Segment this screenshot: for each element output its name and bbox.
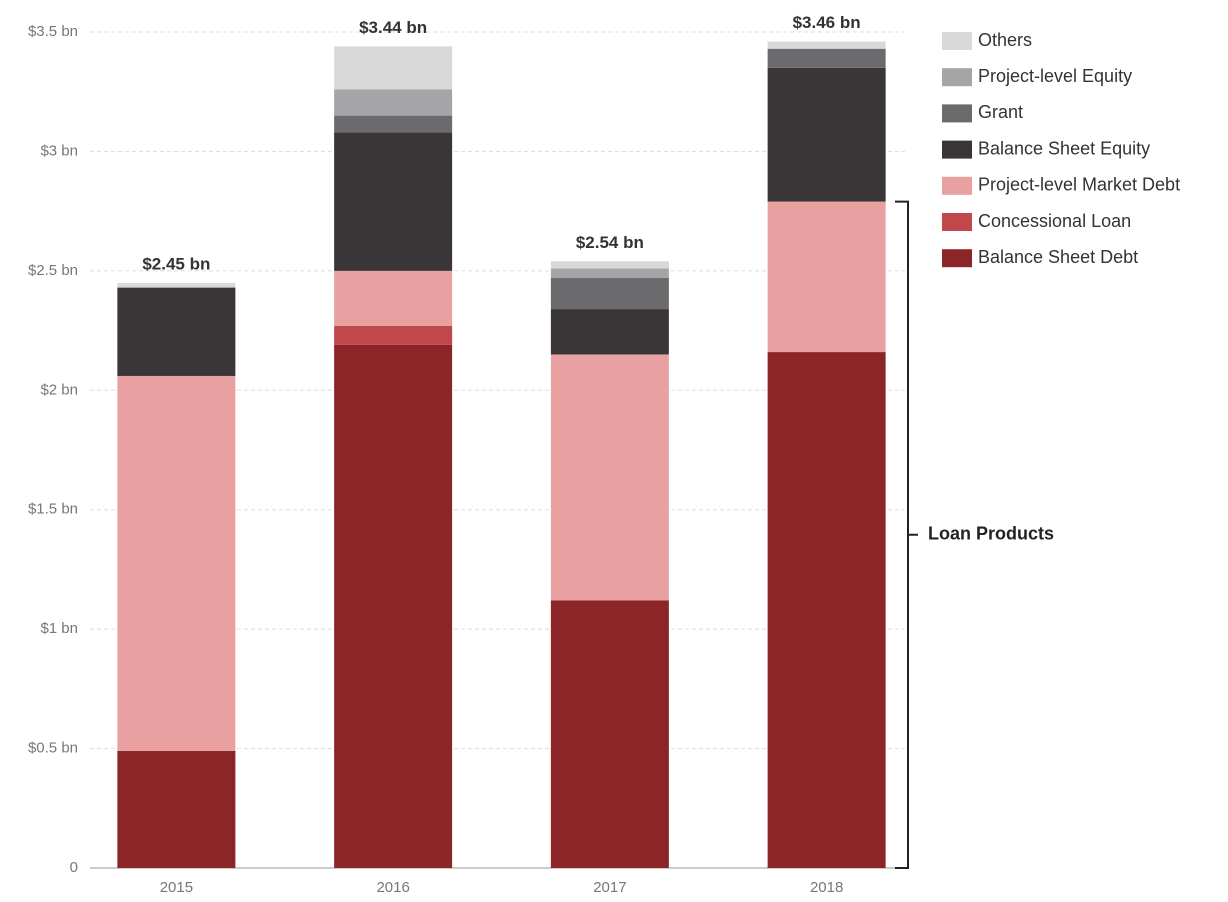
bar-segment (550, 309, 669, 355)
legend-label: Concessional Loan (978, 211, 1131, 231)
legend-label: Project-level Market Debt (978, 175, 1180, 195)
total-label: $3.46 bn (793, 13, 861, 32)
bar-segment (767, 67, 886, 202)
x-tick-label: 2018 (810, 879, 843, 896)
bar-segment (334, 270, 453, 326)
y-tick-label: $1 bn (40, 620, 78, 637)
legend-label: Others (978, 30, 1032, 50)
bar-segment (334, 89, 453, 116)
bar-segment (767, 201, 886, 353)
x-tick-label: 2015 (160, 879, 193, 896)
bar-segment (550, 268, 669, 279)
bar-segment (767, 352, 886, 868)
legend-swatch (942, 249, 972, 268)
total-label: $2.45 bn (142, 254, 210, 273)
legend-label: Grant (978, 102, 1023, 122)
y-tick-label: 0 (70, 859, 78, 876)
legend-label: Project-level Equity (978, 66, 1132, 86)
bar-segment (550, 261, 669, 269)
y-tick-label: $2.5 bn (28, 262, 78, 279)
bar-segment (117, 282, 236, 288)
y-tick-label: $0.5 bn (28, 740, 78, 757)
legend-swatch (942, 140, 972, 159)
bar-segment (767, 48, 886, 68)
x-tick-label: 2017 (593, 879, 626, 896)
bar-segment (117, 375, 236, 751)
total-label: $3.44 bn (359, 18, 427, 37)
bracket (895, 200, 918, 869)
legend-swatch (942, 213, 972, 231)
legend-swatch (942, 32, 972, 50)
bar-segment (117, 287, 236, 376)
bar-segment (334, 46, 453, 90)
x-tick-label: 2016 (376, 879, 409, 896)
bar-segment (550, 354, 669, 601)
bar-segment (334, 132, 453, 271)
legend-label: Balance Sheet Debt (978, 247, 1138, 267)
y-tick-label: $2 bn (40, 381, 78, 398)
bar-segment (550, 600, 669, 868)
legend-swatch (942, 176, 972, 195)
y-tick-label: $1.5 bn (28, 501, 78, 518)
legend-label: Balance Sheet Equity (978, 138, 1150, 158)
y-tick-label: $3.5 bn (28, 23, 78, 40)
legend-swatch (942, 68, 972, 87)
bar-segment (550, 278, 669, 310)
annotation: Loan Products (928, 524, 1054, 544)
bar-segment (334, 325, 453, 345)
y-tick-label: $3 bn (40, 142, 78, 159)
bar-segment (117, 750, 236, 868)
legend-swatch (942, 104, 972, 123)
bar-segment (767, 41, 886, 49)
total-label: $2.54 bn (576, 233, 644, 252)
bar-segment (334, 344, 453, 869)
bar-segment (334, 115, 453, 133)
